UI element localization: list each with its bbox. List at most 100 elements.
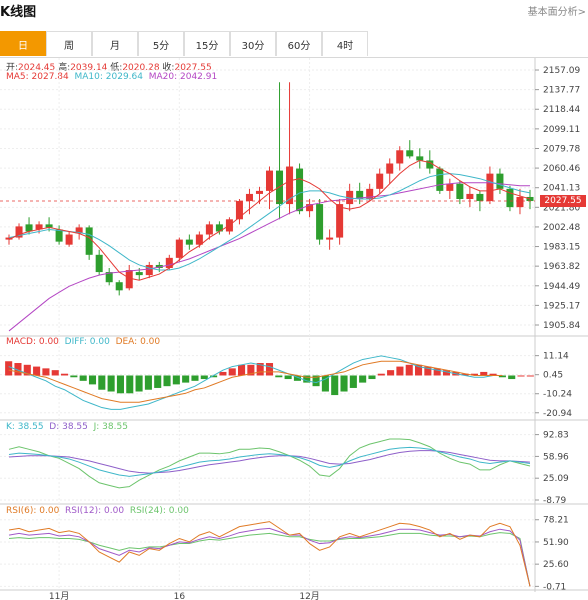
candle-body-42 [426,160,434,169]
candle-body-41 [416,156,424,161]
ma20-line [8,182,530,332]
macd-bar-40 [377,373,385,376]
candle-body-50 [506,188,514,208]
tab-0[interactable]: 日 [0,31,46,56]
x-tick-label-2: 12月 [299,591,319,600]
macd-bar-52 [489,373,497,376]
macd-bar-38 [359,375,367,383]
tab-5[interactable]: 30分 [230,31,276,56]
price-tick-label-0: 2157.09 [543,66,580,76]
macd-bar-16 [154,375,162,388]
macd-bar-56 [526,375,534,377]
tab-1[interactable]: 周 [46,31,92,56]
candle-body-1 [15,226,23,238]
macd-bar-34 [321,375,329,392]
price-tick-label-9: 1983.15 [543,243,580,253]
chart-title: K线图 [0,5,37,20]
rsi12-label: RSI(12): 0.00 [65,506,125,516]
ma10-label: MA10: 2029.64 [74,72,143,82]
macd-bar-51 [480,371,488,376]
fundamental-analysis-link[interactable]: 基本面分析> [527,7,586,18]
candle-body-16 [165,257,173,269]
candle-body-32 [326,237,334,240]
macd-bar-0 [5,361,13,376]
candle-body-31 [316,204,324,240]
candle-body-25 [255,190,263,194]
macd-bar-9 [88,375,97,385]
macd-bar-30 [284,375,292,380]
macd-tick-label-3: -20.94 [543,409,572,419]
tab-4[interactable]: 15分 [184,31,230,56]
macd-bar-50 [470,373,478,376]
tab-6[interactable]: 60分 [276,31,322,56]
macd-bar-21 [200,375,208,380]
macd-bar-6 [61,373,69,376]
macd-bar-23 [219,371,227,376]
candle-body-21 [215,224,223,232]
candle-body-36 [366,188,374,199]
candle-body-5 [55,229,63,242]
candle-body-24 [245,193,253,202]
macd-bar-8 [79,375,87,381]
macd-bar-11 [107,375,115,392]
macd-bar-54 [508,375,516,380]
candle-body-12 [125,270,133,289]
kdj-k-line [8,446,531,477]
macd-bar-7 [70,375,78,378]
macd-bar-15 [144,375,152,390]
tab-3[interactable]: 5分 [138,31,184,56]
price-tick-label-12: 1925.17 [543,301,580,311]
macd-bar-12 [116,375,124,394]
candle-body-49 [496,173,504,189]
macd-bar-26 [247,364,255,376]
macd-bar-24 [228,368,236,376]
macd-bar-3 [33,366,41,376]
open-value: 2024.45 [18,63,56,73]
candle-body-20 [205,224,213,235]
candle-body-10 [105,272,113,283]
macd-bar-4 [42,368,50,376]
candle-body-7 [75,227,83,234]
macd-bar-18 [172,375,180,385]
kdj-j-line [8,438,531,489]
kdj-info: K: 38.55 D: 38.55 J: 38.55 [6,422,128,432]
macd-bar-10 [98,375,106,390]
tab-2[interactable]: 月 [92,31,138,56]
candle-body-48 [486,173,494,202]
candle-body-46 [466,193,474,199]
rsi-tick-label-2: 25.60 [543,560,569,570]
ohlc-info: 开:2024.45 高:2039.14 低:2020.28 收:2027.55 [6,60,212,73]
price-tick-label-3: 2099.11 [543,125,580,135]
macd-bar-41 [387,370,395,376]
macd-bar-22 [210,375,218,378]
close-label: 收: [162,63,175,73]
macd-bar-13 [126,375,134,394]
candle-body-23 [235,201,243,220]
price-tick-label-13: 1905.84 [543,321,580,331]
candle-body-14 [145,264,153,276]
price-tick-label-5: 2060.46 [543,164,580,174]
macd-bar-31 [293,375,301,381]
macd-bar-49 [461,373,469,376]
macd-tick-label-0: 11.14 [543,352,569,362]
candle-body-6 [65,234,73,245]
dea-label: DEA: 0.00 [115,337,161,347]
kdj-tick-label-3: -8.79 [543,496,567,506]
tab-7[interactable]: 4时 [322,31,368,56]
price-tick-label-11: 1944.49 [543,282,580,292]
candle-body-39 [396,150,404,164]
candle-body-0 [5,237,13,240]
kdj-tick-label-2: 25.09 [543,474,569,484]
candle-body-45 [456,183,464,199]
macd-bar-5 [51,370,59,376]
macd-bar-36 [340,375,348,392]
candle-body-3 [35,224,43,230]
rsi6-line [8,521,531,587]
candle-body-35 [356,190,364,199]
price-tick-label-7: 2021.80 [543,203,580,213]
candle-body-47 [476,193,484,202]
high-label: 高: [58,63,71,73]
macd-bar-25 [238,364,246,376]
current-price-label: 2027.55 [540,195,586,208]
